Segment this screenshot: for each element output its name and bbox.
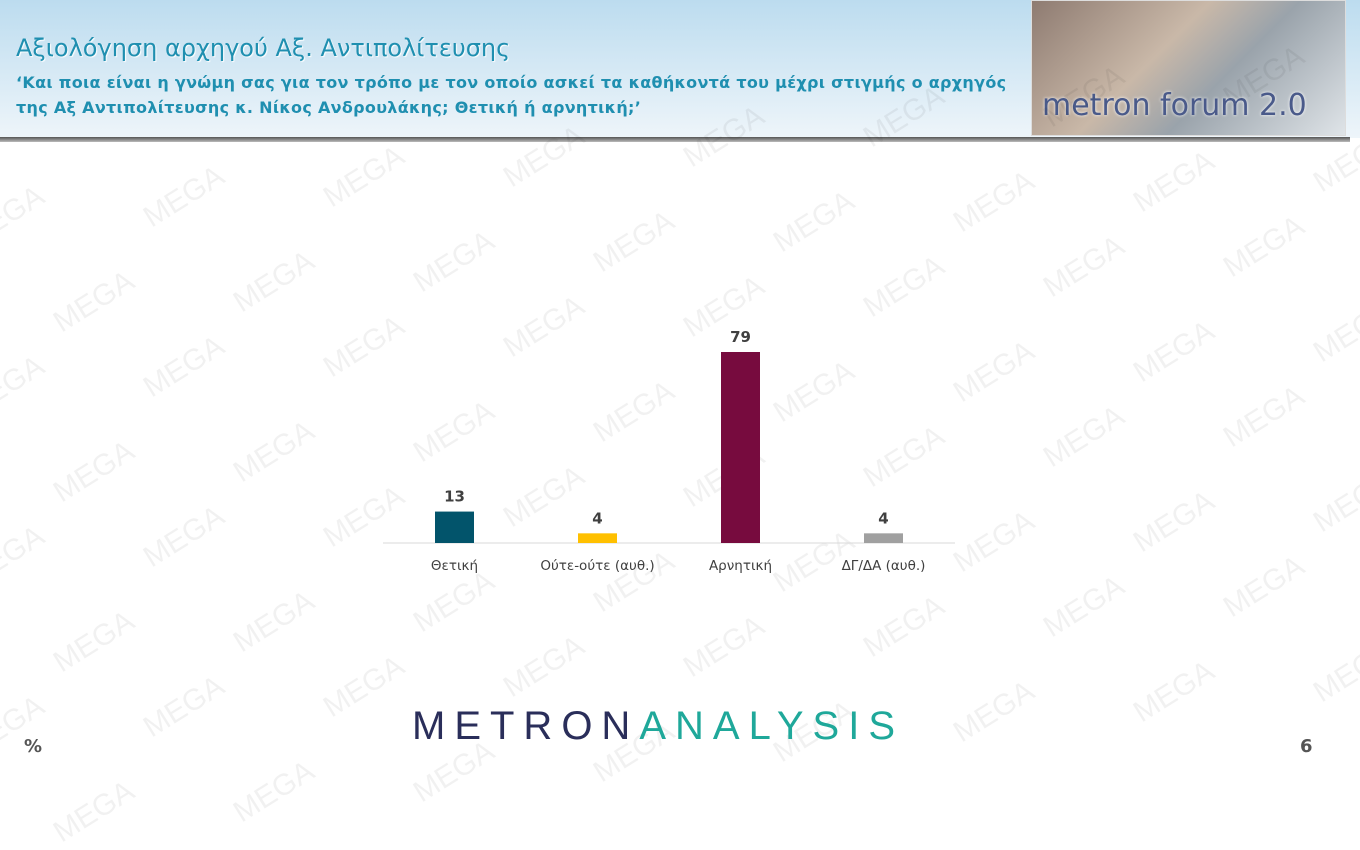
logo-text: metron forum 2.0 [1042, 88, 1307, 123]
bar [435, 511, 474, 543]
header-divider [0, 137, 1350, 142]
category-label: Θετική [431, 558, 478, 574]
metron-forum-logo: metron forum 2.0 [1031, 0, 1346, 136]
metron-analysis-logo: METRONANALYSIS [412, 704, 904, 749]
data-label: 4 [592, 509, 602, 527]
unit-label: % [24, 736, 43, 757]
data-label: 79 [730, 328, 751, 346]
bar [578, 533, 617, 543]
bar-chart: 13 Θετική 4 Ούτε-ούτε (αυθ.) 79 Αρνητική 4 ΔΓ/Δ… [383, 328, 955, 574]
watermark: MEGA [227, 754, 321, 829]
bar [864, 533, 903, 543]
category-label: Ούτε-ούτε (αυθ.) [540, 558, 654, 574]
bar [721, 352, 760, 543]
data-label: 13 [444, 488, 465, 506]
brand-left: METRON [412, 704, 640, 748]
watermark: MEGA [47, 774, 141, 849]
slide-question: ‘Και ποια είναι η γνώμη σας για τον τρόπ… [16, 73, 1007, 117]
category-label: ΔΓ/ΔΑ (αυθ.) [842, 558, 926, 574]
page-number: 6 [1300, 736, 1313, 757]
category-label: Αρνητική [709, 558, 772, 574]
slide-title: Αξιολόγηση αρχηγού Αξ. Αντιπολίτευσης [16, 34, 511, 62]
data-label: 4 [878, 509, 888, 527]
brand-right: ANALYSIS [639, 704, 905, 748]
